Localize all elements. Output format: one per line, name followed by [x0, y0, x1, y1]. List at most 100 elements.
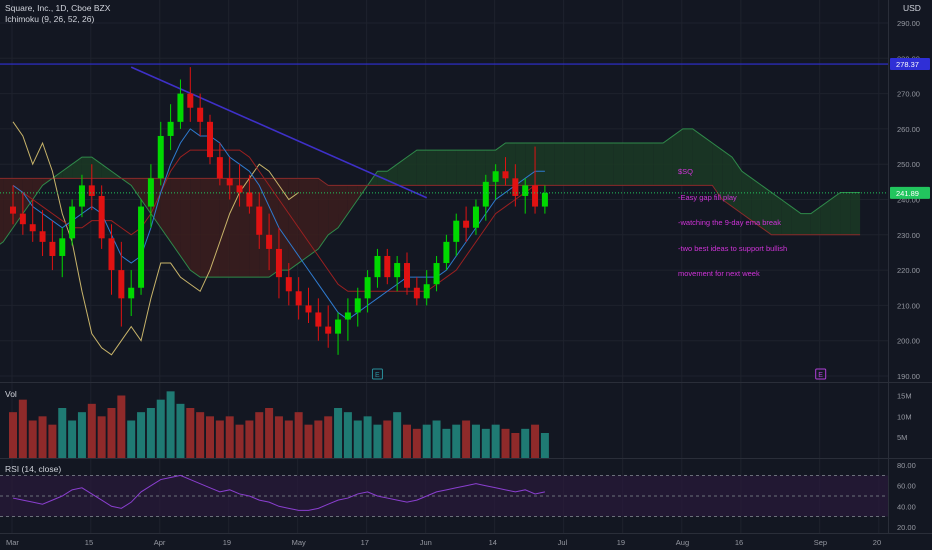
ichimoku-cloud-segment: [387, 164, 398, 186]
earnings-marker-label: E: [375, 372, 380, 379]
ichimoku-cloud-segment: [446, 150, 457, 186]
x-tick-label: May: [292, 538, 306, 547]
note-line: movement for next week: [678, 269, 760, 278]
ichimoku-cloud-segment: [229, 178, 240, 278]
ichimoku-cloud-segment: [180, 178, 191, 271]
candle-body: [364, 277, 371, 299]
volume-bar: [294, 412, 303, 458]
ichimoku-cloud-segment: [407, 150, 417, 186]
x-tick-label: 19: [223, 538, 231, 547]
ichimoku-cloud-segment: [761, 185, 772, 235]
candle-body: [266, 234, 273, 249]
earnings-marker: [815, 368, 827, 380]
volume-bar: [314, 420, 323, 458]
volume-bar: [156, 399, 165, 458]
candle-body: [394, 263, 401, 278]
ichimoku-cloud-segment: [810, 206, 821, 235]
ichimoku-cloud-segment: [0, 178, 4, 245]
volume-pane-label[interactable]: Vol: [5, 389, 17, 399]
candle-body: [374, 255, 381, 278]
ichimoku-cloud-segment: [663, 135, 673, 186]
volume-bar: [127, 420, 136, 458]
volume-tick-label: 10M: [897, 412, 912, 421]
ichimoku-cloud-segment: [771, 192, 782, 235]
volume-bar: [373, 424, 382, 458]
candle-body: [246, 192, 253, 207]
ichimoku-cloud-segment: [347, 185, 358, 214]
candle-body: [404, 263, 410, 288]
ichimoku-cloud-segment: [131, 178, 142, 200]
ichimoku-cloud-segment: [850, 192, 861, 235]
volume-bar: [38, 416, 47, 458]
volume-bar: [265, 408, 274, 458]
candle-body: [128, 287, 135, 299]
candle-body: [226, 178, 233, 186]
volume-bar: [412, 428, 421, 458]
ichimoku-cloud-segment: [210, 178, 220, 278]
x-tick-label: Jul: [558, 538, 568, 547]
ichimoku-cloud-segment: [298, 178, 309, 264]
ichimoku-cloud-segment: [62, 164, 73, 179]
resistance-price-badge: [890, 58, 930, 71]
ichimoku-cloud-segment: [190, 178, 201, 278]
earnings-marker-label: E: [818, 372, 823, 379]
volume-bar: [215, 420, 224, 458]
volume-bar: [274, 416, 283, 458]
currency-label: USD: [903, 3, 921, 13]
candle-body: [39, 231, 46, 242]
volume-bar: [146, 408, 155, 458]
ichimoku-cloud-segment: [564, 143, 575, 186]
volume-bar: [481, 428, 490, 458]
volume-bar: [501, 428, 510, 458]
volume-bar: [28, 420, 37, 458]
rsi-line: [12, 474, 546, 511]
candle-body: [532, 185, 539, 207]
rsi-pane-label[interactable]: RSI (14, close): [5, 464, 62, 474]
x-tick-label: Aug: [676, 538, 689, 547]
candle-body: [502, 171, 509, 179]
price-tick-label: 270.00: [897, 90, 920, 99]
ichimoku-cloud-segment: [426, 150, 437, 186]
volume-bar: [393, 412, 402, 458]
volume-bar: [225, 416, 234, 458]
ichimoku-cloud-segment: [751, 178, 762, 228]
volume-bar: [334, 408, 343, 458]
volume-bar: [452, 424, 461, 458]
candle-body: [463, 220, 470, 228]
candle-body: [256, 206, 263, 235]
candle-body: [453, 220, 460, 242]
candle-body: [78, 185, 85, 207]
candle-body: [295, 291, 302, 306]
ichimoku-cloud-segment: [32, 178, 43, 200]
volume-bar: [58, 408, 67, 458]
volume-bar: [462, 420, 471, 458]
ichimoku-cloud-segment: [81, 157, 92, 179]
candle-body: [88, 185, 95, 196]
indicator-label[interactable]: Ichimoku (9, 26, 52, 26): [5, 14, 95, 24]
rsi-tick-label: 80.00: [897, 461, 916, 470]
ichimoku-cloud-segment: [397, 157, 407, 186]
price-tick-label: 210.00: [897, 301, 920, 310]
volume-bar: [107, 408, 116, 458]
candle-body: [335, 319, 342, 334]
volume-bar: [68, 420, 77, 458]
candle-body: [354, 298, 361, 313]
candle-body: [118, 270, 125, 299]
candle-body: [59, 238, 66, 256]
volume-bar: [403, 424, 411, 458]
candle-body: [187, 93, 194, 108]
last-price-label: 241.89: [896, 189, 919, 198]
volume-bar: [48, 424, 57, 458]
ichimoku-cloud-segment: [672, 128, 683, 186]
candle-body: [275, 248, 282, 278]
candle-body: [305, 305, 312, 313]
x-tick-label: 16: [735, 538, 743, 547]
x-tick-label: Sep: [814, 538, 827, 547]
ichimoku-cloud-segment: [170, 178, 181, 256]
candle-body: [472, 206, 479, 228]
ichimoku-cloud-segment: [840, 192, 851, 235]
ichimoku-cloud-segment: [623, 143, 634, 186]
candle-body: [19, 213, 26, 225]
volume-bar: [531, 424, 540, 458]
